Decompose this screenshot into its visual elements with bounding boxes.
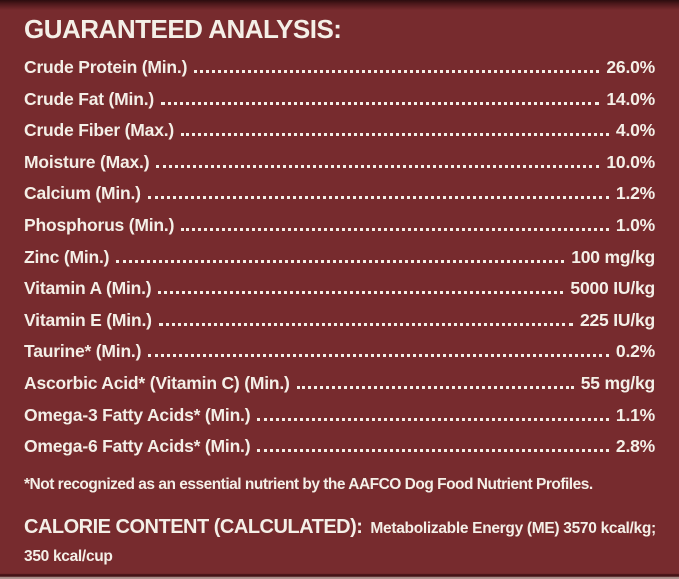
nutrient-label: Phosphorus (Min.): [24, 214, 175, 235]
analysis-row: Zinc (Min.) 100 mg/kg: [24, 240, 655, 272]
dot-leader: [160, 101, 600, 105]
nutrient-label: Crude Fat (Min.): [24, 88, 154, 109]
dot-leader: [194, 70, 600, 73]
analysis-row: Crude Fiber (Max.) 4.0%: [24, 113, 655, 145]
nutrient-label: Calcium (Min.): [24, 183, 141, 204]
calorie-heading: CALORIE CONTENT (CALCULATED):: [24, 515, 363, 538]
dot-leader: [181, 133, 609, 137]
dot-leader: [181, 227, 609, 231]
analysis-row: Phosphorus (Min.) 1.0%: [24, 208, 655, 240]
nutrient-label: Vitamin E (Min.): [24, 309, 152, 330]
nutrient-label: Omega-3 Fatty Acids* (Min.): [24, 404, 251, 425]
analysis-row: Moisture (Max.) 10.0%: [24, 145, 655, 177]
nutrient-value: 4.0%: [615, 120, 655, 141]
calorie-energy-value: Metabolizable Energy (ME) 3570 kcal/kg;: [370, 519, 656, 537]
nutrient-label: Ascorbic Acid* (Vitamin C) (Min.): [24, 372, 290, 393]
analysis-table: Crude Protein (Min.) 26.0% Crude Fat (Mi…: [24, 50, 655, 461]
analysis-row: Ascorbic Acid* (Vitamin C) (Min.) 55 mg/…: [24, 366, 655, 398]
nutrient-label: Vitamin A (Min.): [24, 278, 152, 299]
analysis-row: Crude Fat (Min.) 14.0%: [24, 82, 655, 114]
dot-leader: [147, 196, 609, 200]
dot-leader: [116, 259, 565, 263]
dot-leader: [158, 291, 564, 295]
dot-leader: [156, 164, 600, 168]
nutrient-label: Taurine* (Min.): [24, 341, 142, 362]
dot-leader: [257, 449, 609, 453]
calorie-content-section: CALORIE CONTENT (CALCULATED): Metaboliza…: [24, 513, 656, 571]
dot-leader: [158, 322, 573, 326]
aafco-footnote: *Not recognized as an essential nutrient…: [24, 475, 593, 493]
nutrient-label: Crude Protein (Min.): [24, 57, 188, 77]
nutrient-value: 0.2%: [615, 341, 655, 362]
nutrient-label: Moisture (Max.): [24, 151, 150, 172]
nutrient-label: Crude Fiber (Max.): [24, 120, 175, 141]
nutrient-value: 1.0%: [615, 214, 655, 235]
nutrient-value: 26.0%: [606, 57, 655, 77]
analysis-row: Omega-3 Fatty Acids* (Min.) 1.1%: [24, 398, 655, 430]
dot-leader: [296, 385, 574, 389]
nutrient-value: 1.2%: [615, 183, 655, 204]
calorie-line-1: CALORIE CONTENT (CALCULATED): Metaboliza…: [24, 513, 656, 543]
nutrient-value: 5000 IU/kg: [570, 278, 655, 299]
analysis-row: Vitamin A (Min.) 5000 IU/kg: [24, 271, 655, 303]
nutrient-value: 2.8%: [615, 436, 655, 457]
nutrient-label: Zinc (Min.): [24, 246, 110, 267]
analysis-row: Calcium (Min.) 1.2%: [24, 176, 655, 208]
nutrient-value: 55 mg/kg: [580, 372, 655, 393]
analysis-row: Crude Protein (Min.) 26.0%: [24, 50, 655, 82]
calorie-per-cup-value: 350 kcal/cup: [24, 547, 113, 565]
analysis-row: Omega-6 Fatty Acids* (Min.) 2.8%: [24, 429, 655, 461]
dot-leader: [257, 417, 609, 421]
dot-leader: [148, 354, 609, 358]
panel-title: GUARANTEED ANALYSIS:: [24, 14, 342, 44]
nutrient-value: 100 mg/kg: [571, 246, 655, 267]
analysis-row: Taurine* (Min.) 0.2%: [24, 334, 655, 366]
nutrient-value: 10.0%: [606, 151, 655, 172]
nutrient-value: 225 IU/kg: [579, 309, 655, 330]
label-top-edge: [0, 0, 679, 10]
nutrient-value: 14.0%: [606, 88, 655, 109]
nutrient-label: Omega-6 Fatty Acids* (Min.): [24, 436, 251, 457]
nutrient-value: 1.1%: [615, 404, 655, 425]
analysis-row: Vitamin E (Min.) 225 IU/kg: [24, 303, 655, 335]
label-bottom-edge: [0, 571, 679, 579]
